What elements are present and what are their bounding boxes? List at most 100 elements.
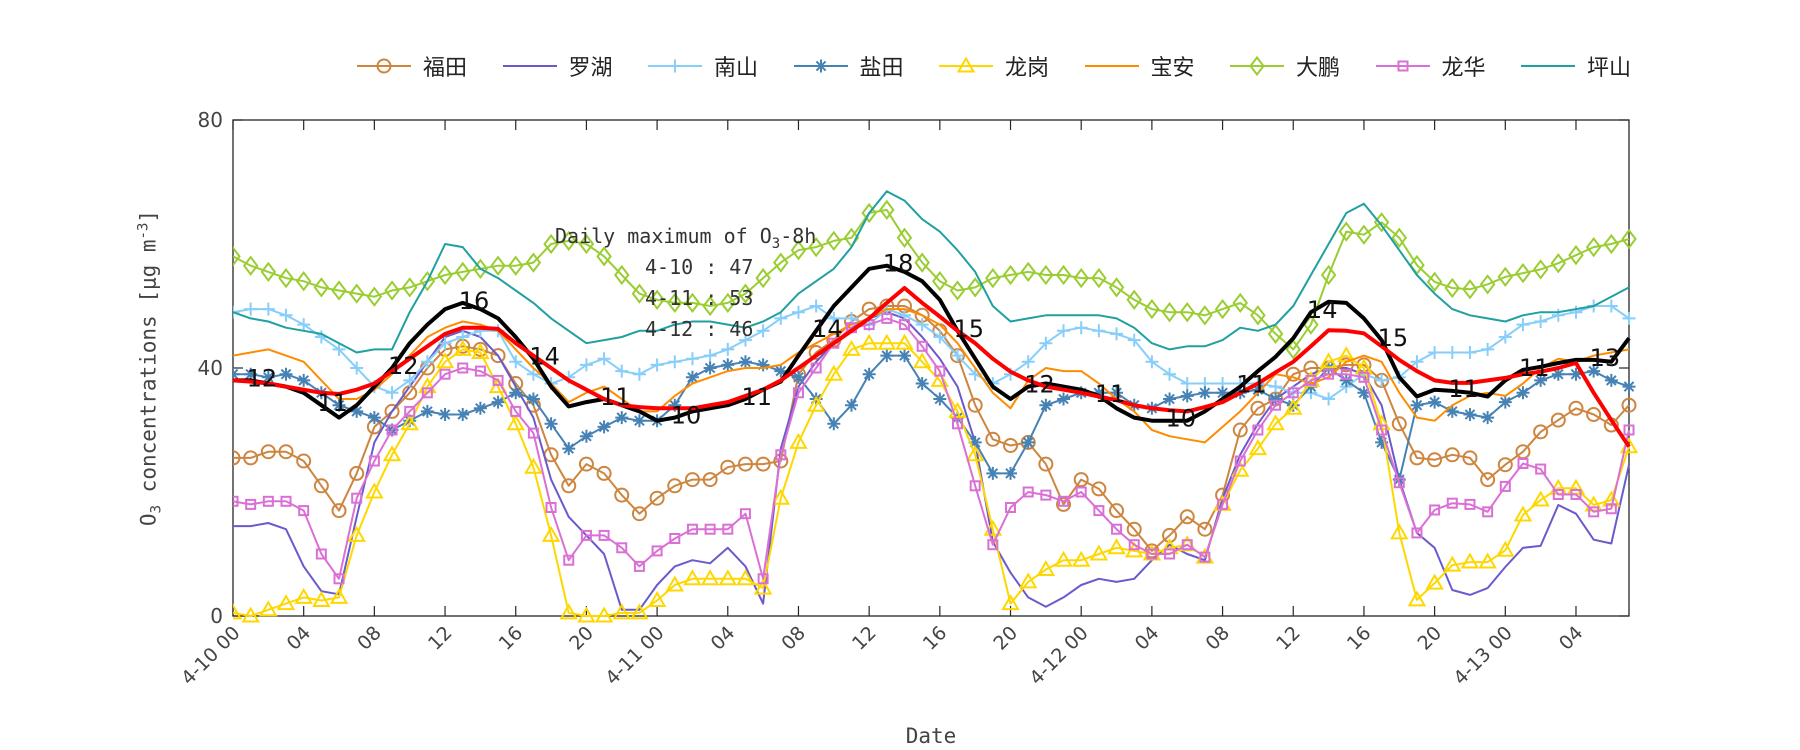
- data-point: [844, 398, 858, 412]
- data-label: 12: [388, 352, 419, 380]
- data-point: [403, 414, 417, 428]
- data-label: 14: [529, 343, 560, 371]
- data-label: 11: [1236, 371, 1267, 399]
- data-point: [789, 432, 808, 449]
- data-point: [1407, 590, 1427, 607]
- data-point: [686, 523, 698, 535]
- data-point: [1513, 505, 1533, 522]
- data-point: [233, 305, 240, 319]
- data-point: [1338, 221, 1355, 242]
- data-point: [633, 560, 645, 572]
- data-point: [1234, 455, 1246, 467]
- data-point: [1217, 498, 1229, 510]
- data-point: [683, 569, 702, 586]
- data-point: [1091, 481, 1107, 497]
- data-point: [312, 590, 331, 607]
- data-label: 15: [1378, 324, 1409, 352]
- data-point: [810, 362, 822, 374]
- data-point: [244, 302, 258, 316]
- data-point: [241, 606, 260, 623]
- data-point: [1482, 506, 1494, 518]
- legend-item-nanshan: 南山: [646, 50, 792, 82]
- legend-item-baoan: 宝安: [1083, 50, 1229, 82]
- data-point: [828, 337, 840, 349]
- x-tick-label: 4-12 00: [1025, 622, 1092, 689]
- data-point: [1550, 253, 1567, 274]
- data-point: [1605, 503, 1617, 515]
- legend-marker: [1397, 60, 1408, 72]
- data-point: [366, 286, 383, 307]
- data-point: [1428, 346, 1442, 359]
- data-label: 11: [600, 383, 631, 411]
- legend-marker-circle-icon: [357, 58, 411, 74]
- data-point: [1267, 323, 1284, 345]
- data-point: [1163, 392, 1177, 406]
- data-point: [1515, 262, 1531, 284]
- data-point: [1462, 279, 1478, 300]
- data-point: [1270, 399, 1282, 411]
- data-point: [1390, 523, 1409, 540]
- data-label: 11: [317, 389, 348, 417]
- data-point: [668, 355, 682, 369]
- data-label: 14: [1307, 296, 1338, 324]
- data-point: [1516, 386, 1530, 400]
- data-point: [401, 277, 418, 298]
- data-point: [1498, 330, 1512, 344]
- data-point: [384, 403, 400, 419]
- legend-label: 福田: [423, 56, 468, 81]
- data-point: [349, 465, 365, 481]
- data-point: [1340, 368, 1352, 380]
- legend-item-luohu: 罗湖: [501, 50, 647, 82]
- data-point: [597, 352, 611, 366]
- data-point: [665, 575, 685, 592]
- data-point: [1533, 424, 1549, 440]
- data-point: [1197, 521, 1213, 537]
- data-point: [934, 365, 946, 377]
- data-point: [1057, 392, 1071, 406]
- data-point: [933, 392, 947, 406]
- x-tick-label: 4-13 00: [1449, 622, 1516, 689]
- x-tick-label: 12: [1272, 622, 1305, 655]
- data-point: [1164, 548, 1176, 560]
- data-point: [614, 264, 630, 286]
- data-point: [1570, 488, 1582, 500]
- data-point: [1021, 355, 1035, 369]
- data-label: 16: [459, 287, 490, 315]
- data-point: [419, 271, 436, 292]
- data-point: [473, 401, 487, 415]
- data-point: [244, 367, 258, 381]
- data-point: [685, 370, 699, 384]
- legend: 福田 罗湖 南山 盐田 龙岗 宝安 大鹏 龙华 坪山: [355, 50, 1665, 82]
- data-point: [545, 502, 557, 513]
- data-point: [315, 548, 327, 560]
- data-point: [368, 455, 380, 467]
- data-point: [313, 478, 329, 494]
- data-point: [895, 333, 914, 350]
- data-point: [578, 456, 594, 472]
- data-point: [685, 352, 699, 366]
- data-point: [1621, 228, 1637, 250]
- legend-item-longgang: 龙岗: [937, 50, 1083, 82]
- data-point: [1111, 523, 1123, 535]
- data-point: [350, 404, 364, 418]
- data-point: [1266, 414, 1285, 431]
- data-point: [951, 349, 965, 363]
- data-point: [1446, 497, 1458, 509]
- data-point: [1479, 274, 1496, 295]
- data-point: [296, 453, 312, 469]
- legend-marker: [814, 59, 827, 73]
- legend-label: 坪山: [1587, 56, 1632, 81]
- data-point: [1357, 386, 1371, 400]
- data-point: [1161, 302, 1178, 323]
- data-point: [278, 267, 294, 289]
- series-line-overall-9: [233, 263, 1631, 423]
- data-point: [1478, 552, 1497, 569]
- data-point: [1444, 277, 1461, 299]
- data-point: [1481, 411, 1495, 425]
- data-point: [756, 324, 770, 338]
- data-point: [1284, 398, 1303, 415]
- data-point: [474, 365, 486, 377]
- legend-label: 龙岗: [1005, 56, 1050, 81]
- data-point: [1022, 486, 1034, 498]
- data-point: [1497, 266, 1514, 288]
